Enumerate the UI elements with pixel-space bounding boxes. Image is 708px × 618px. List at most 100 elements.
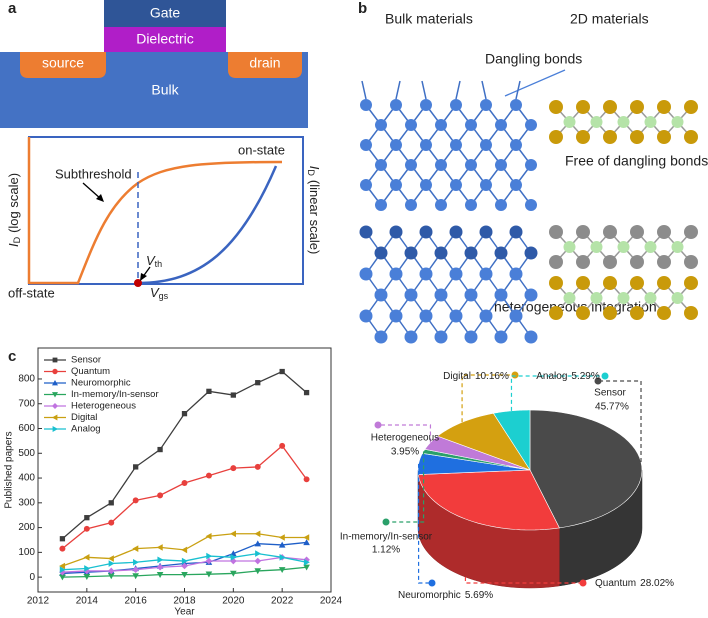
atom bbox=[404, 246, 418, 260]
bulk-title: Bulk materials bbox=[385, 11, 473, 27]
y-tick-label: 600 bbox=[18, 423, 35, 434]
x-tick-label: 2018 bbox=[173, 596, 196, 607]
marker bbox=[181, 480, 188, 486]
marker bbox=[59, 562, 66, 570]
marker bbox=[278, 567, 286, 574]
dangling-bond bbox=[395, 80, 401, 100]
legend-label: In-memory/In-sensor bbox=[71, 389, 159, 400]
marker bbox=[230, 557, 237, 565]
atom bbox=[563, 116, 576, 128]
free-label: Free of dangling bonds bbox=[565, 153, 708, 169]
slice-name: Digital bbox=[443, 371, 471, 382]
leader-dot bbox=[428, 579, 436, 587]
atom bbox=[495, 199, 507, 211]
atom bbox=[375, 199, 387, 211]
atom bbox=[449, 225, 463, 239]
atom bbox=[420, 139, 432, 151]
marker bbox=[205, 571, 213, 578]
marker bbox=[303, 476, 310, 483]
marker bbox=[303, 564, 310, 571]
marker bbox=[132, 497, 139, 504]
marker bbox=[108, 500, 114, 506]
y-right-label: ID(linear scale) bbox=[306, 166, 322, 255]
atom bbox=[495, 159, 507, 171]
marker bbox=[84, 565, 91, 572]
y-tick-label: 300 bbox=[18, 497, 35, 508]
atom bbox=[549, 100, 563, 114]
atom bbox=[360, 99, 372, 111]
atom bbox=[389, 267, 403, 281]
y-tick-label: 500 bbox=[18, 448, 35, 459]
marker bbox=[254, 530, 261, 538]
marker bbox=[52, 426, 58, 432]
atom bbox=[657, 255, 671, 269]
subthreshold-label: Subthreshold bbox=[55, 166, 132, 181]
marker bbox=[156, 572, 164, 578]
marker bbox=[157, 446, 163, 453]
marker bbox=[59, 568, 66, 576]
atom bbox=[524, 288, 538, 302]
slice-label: Quantum 28.02% bbox=[595, 578, 674, 589]
x-tick-label: 2024 bbox=[320, 596, 343, 607]
marker bbox=[52, 380, 58, 386]
slice-name: Analog bbox=[536, 371, 567, 382]
gate bbox=[104, 0, 226, 27]
atom bbox=[449, 267, 463, 281]
atom bbox=[464, 288, 478, 302]
leader-line bbox=[378, 424, 432, 443]
marker bbox=[206, 388, 212, 394]
leader-line bbox=[417, 463, 432, 584]
y-tick-label: 700 bbox=[18, 398, 35, 409]
atom bbox=[359, 309, 373, 323]
atom bbox=[405, 159, 417, 171]
2d-title: 2D materials bbox=[570, 11, 649, 27]
atom bbox=[657, 276, 671, 290]
atom bbox=[630, 100, 644, 114]
atom bbox=[480, 179, 492, 191]
atom bbox=[576, 130, 590, 144]
legend-label: Sensor bbox=[71, 355, 101, 366]
pie-chart: Sensor 45.77% Quantum 28.02% Neuromorphic 5.6… bbox=[340, 371, 674, 601]
marker bbox=[254, 568, 262, 575]
atom bbox=[419, 225, 433, 239]
marker bbox=[230, 554, 237, 561]
atom bbox=[434, 288, 448, 302]
slice-value: 1.12% bbox=[372, 545, 400, 556]
marker bbox=[52, 368, 58, 375]
slice-name: In-memory/In-sensor bbox=[340, 532, 433, 543]
marker bbox=[278, 541, 286, 548]
atom bbox=[435, 119, 447, 131]
dielectric-label: Dielectric bbox=[136, 31, 194, 47]
atom bbox=[509, 267, 523, 281]
atom bbox=[671, 292, 684, 304]
marker bbox=[108, 560, 115, 567]
atom bbox=[420, 99, 432, 111]
marker bbox=[83, 574, 91, 580]
marker bbox=[205, 532, 212, 540]
atom bbox=[495, 119, 507, 131]
slice bbox=[492, 409, 531, 472]
marker bbox=[107, 573, 115, 580]
slice-name: Quantum bbox=[595, 578, 636, 589]
x-tick-label: 2012 bbox=[27, 596, 50, 607]
legend-label: Quantum bbox=[71, 366, 110, 377]
atom bbox=[389, 309, 403, 323]
atom bbox=[603, 130, 617, 144]
atom bbox=[404, 288, 418, 302]
slice-value: 45.77% bbox=[595, 402, 629, 413]
y-axis-label: Published papers bbox=[4, 431, 15, 508]
marker bbox=[205, 557, 213, 565]
leader-line bbox=[464, 577, 583, 584]
marker bbox=[205, 472, 212, 479]
y-tick-label: 0 bbox=[29, 572, 35, 583]
slice-name: Sensor bbox=[594, 388, 626, 399]
atom bbox=[524, 330, 538, 344]
marker bbox=[59, 566, 66, 574]
marker bbox=[303, 558, 310, 566]
marker bbox=[279, 368, 285, 375]
dangling-bond bbox=[361, 80, 367, 100]
atom bbox=[549, 276, 563, 290]
drain bbox=[228, 52, 302, 78]
source-label: source bbox=[42, 55, 84, 71]
